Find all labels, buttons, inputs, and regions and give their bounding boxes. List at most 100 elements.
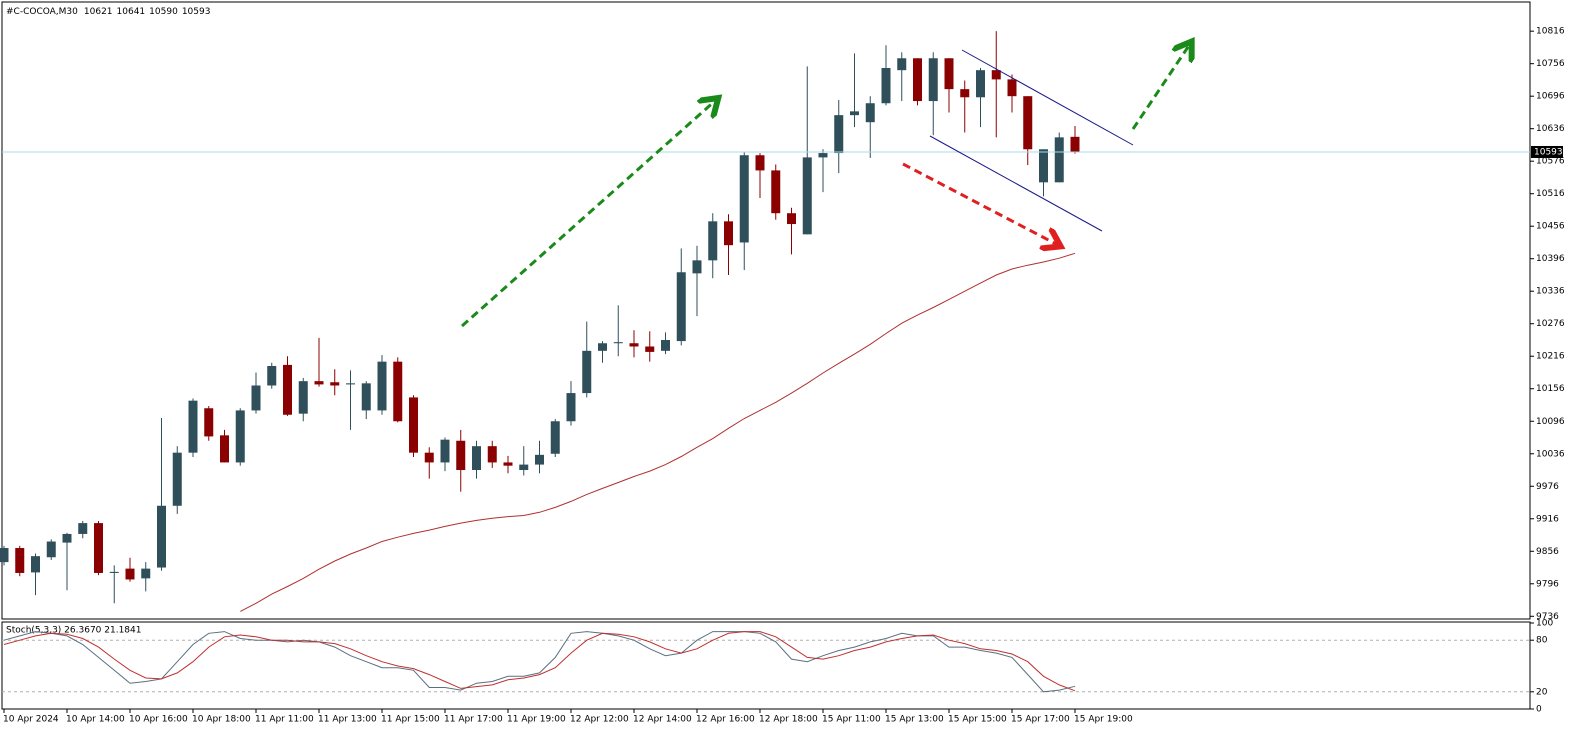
- candle-body: [692, 260, 702, 274]
- y-tick-label: 10636: [1536, 124, 1565, 134]
- y-tick-label: 100: [1536, 619, 1553, 629]
- y-tick-label: 0: [1536, 705, 1542, 715]
- symbol-title: #C-COCOA,M30: [6, 7, 78, 17]
- candle-body: [550, 421, 560, 454]
- y-tick-label: 10756: [1536, 59, 1565, 69]
- candle-body: [346, 383, 355, 385]
- down-arrow: [902, 162, 1058, 245]
- chart-header: #C-COCOA,M30 10621 10641 10590 10593: [6, 7, 210, 17]
- y-tick-label: 10516: [1536, 189, 1565, 199]
- stoch-title: Stoch(5,3,3) 26.3670 21.1841: [6, 626, 141, 636]
- channel-lower: [929, 135, 1103, 232]
- y-tick-label: 80: [1536, 636, 1548, 646]
- line-series: [3, 631, 1076, 693]
- candle-body: [141, 568, 151, 579]
- candle-body: [298, 381, 308, 414]
- candle-body: [15, 548, 25, 573]
- candle-body: [424, 452, 434, 463]
- candle-body: [393, 361, 403, 422]
- candle-body: [267, 365, 277, 386]
- candle-body: [944, 58, 954, 90]
- candle-body: [960, 89, 970, 98]
- breakout-arrow: [1131, 44, 1190, 130]
- y-tick-label: 10036: [1536, 449, 1565, 459]
- x-tick-label: 15 Apr 19:00: [1074, 715, 1133, 725]
- candle-body: [314, 381, 324, 385]
- candle-body: [708, 221, 718, 261]
- candle-body: [1007, 79, 1017, 97]
- candle-body: [330, 382, 340, 386]
- price-label: 10593: [1534, 147, 1563, 157]
- y-tick-label: 9916: [1536, 514, 1559, 524]
- candle-body: [834, 115, 844, 154]
- candle-body: [1023, 96, 1033, 150]
- candle-body: [613, 342, 623, 344]
- candle-body: [629, 343, 639, 347]
- candle-body: [724, 221, 733, 246]
- candle-body: [204, 408, 214, 437]
- candle-body: [913, 58, 922, 102]
- candle-body: [472, 446, 481, 471]
- candle-body: [881, 68, 891, 104]
- x-tick-label: 15 Apr 11:00: [822, 715, 881, 725]
- x-tick-label: 10 Apr 2024: [3, 715, 59, 725]
- candle-body: [251, 385, 261, 411]
- header-high: 10641: [117, 7, 146, 17]
- x-tick-label: 10 Apr 18:00: [192, 715, 251, 725]
- y-tick-label: 9976: [1536, 482, 1559, 492]
- candle-body: [46, 541, 56, 558]
- candle-body: [582, 350, 592, 394]
- x-tick-label: 10 Apr 16:00: [129, 715, 188, 725]
- candle-body: [771, 170, 781, 214]
- candle-body: [802, 157, 812, 235]
- header-low: 10590: [149, 7, 178, 17]
- x-tick-label: 15 Apr 17:00: [1011, 715, 1070, 725]
- candle-body: [661, 339, 670, 351]
- y-tick-label: 9796: [1536, 579, 1559, 589]
- y-tick-label: 10276: [1536, 319, 1565, 329]
- y-tick-label: 10096: [1536, 417, 1565, 427]
- candle-body: [645, 346, 655, 352]
- candle-body: [739, 155, 749, 243]
- main-panel: [1, 1, 1531, 620]
- y-tick-label: 10396: [1536, 254, 1565, 264]
- candle-body: [897, 58, 907, 71]
- candle-body: [94, 523, 103, 573]
- candle-body: [566, 393, 576, 422]
- candle-body: [598, 343, 607, 351]
- x-tick-label: 12 Apr 18:00: [759, 715, 818, 725]
- candle-body: [755, 155, 765, 171]
- candle-body: [787, 213, 796, 225]
- x-tick-label: 10 Apr 14:00: [66, 715, 125, 725]
- y-tick-label: 10156: [1536, 384, 1565, 394]
- y-tick-label: 10216: [1536, 352, 1565, 362]
- candle-body: [519, 464, 529, 471]
- candle-body: [818, 153, 828, 158]
- candle-body: [31, 556, 40, 573]
- candle-body: [850, 111, 859, 116]
- candle-body: [535, 454, 544, 465]
- candle-body: [125, 568, 135, 580]
- x-tick-label: 11 Apr 11:00: [255, 715, 314, 725]
- candle-body: [976, 70, 985, 98]
- up-arrow: [461, 100, 716, 328]
- candle-body: [676, 272, 686, 342]
- y-tick-label: 10456: [1536, 222, 1565, 232]
- x-tick-label: 12 Apr 12:00: [570, 715, 629, 725]
- candle-body: [361, 383, 371, 411]
- price-label-bg: [1531, 145, 1563, 158]
- line-series: [3, 631, 1076, 692]
- channel-upper: [961, 49, 1134, 146]
- candle-body: [1070, 136, 1080, 152]
- candle-body: [78, 523, 88, 534]
- x-tick-label: 12 Apr 16:00: [696, 715, 755, 725]
- drawings: [461, 44, 1190, 328]
- candle-body: [991, 70, 1001, 80]
- candle-body: [1054, 137, 1064, 183]
- candle-body: [487, 446, 497, 463]
- y-tick-label: 10336: [1536, 287, 1565, 297]
- candle-body: [928, 58, 938, 102]
- candle-body: [503, 462, 513, 466]
- y-tick-label: 20: [1536, 687, 1548, 697]
